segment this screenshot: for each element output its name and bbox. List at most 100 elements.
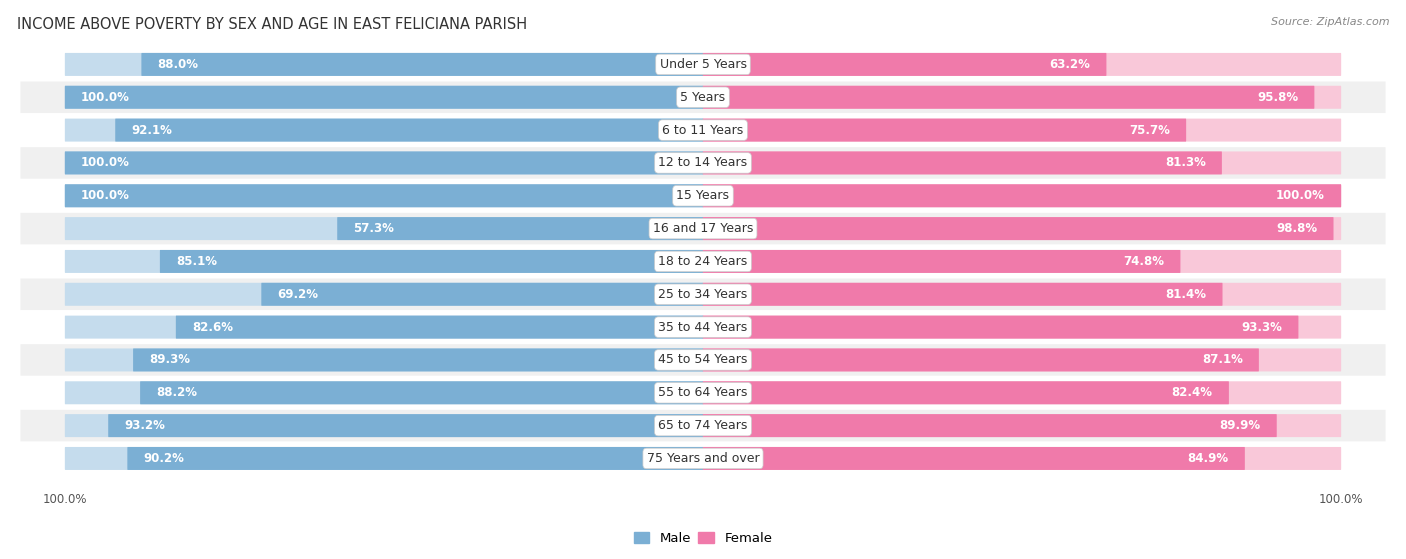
FancyBboxPatch shape [115,119,703,141]
Text: Under 5 Years: Under 5 Years [659,58,747,71]
Text: Source: ZipAtlas.com: Source: ZipAtlas.com [1271,17,1389,27]
FancyBboxPatch shape [703,250,1181,273]
Text: 82.6%: 82.6% [193,321,233,334]
Text: INCOME ABOVE POVERTY BY SEX AND AGE IN EAST FELICIANA PARISH: INCOME ABOVE POVERTY BY SEX AND AGE IN E… [17,17,527,32]
Text: 93.3%: 93.3% [1241,321,1282,334]
FancyBboxPatch shape [703,217,1341,240]
FancyBboxPatch shape [703,316,1341,339]
FancyBboxPatch shape [65,250,703,273]
Text: 98.8%: 98.8% [1277,222,1317,235]
FancyBboxPatch shape [21,82,1385,113]
FancyBboxPatch shape [703,316,1298,339]
FancyBboxPatch shape [21,180,1385,211]
FancyBboxPatch shape [703,414,1277,437]
FancyBboxPatch shape [703,283,1341,306]
FancyBboxPatch shape [65,217,703,240]
FancyBboxPatch shape [703,381,1229,404]
Text: 85.1%: 85.1% [176,255,217,268]
Text: 25 to 34 Years: 25 to 34 Years [658,288,748,301]
FancyBboxPatch shape [21,115,1385,146]
FancyBboxPatch shape [703,250,1341,273]
FancyBboxPatch shape [65,184,703,207]
Text: 95.8%: 95.8% [1257,91,1298,104]
FancyBboxPatch shape [142,53,703,76]
FancyBboxPatch shape [703,414,1341,437]
Text: 92.1%: 92.1% [131,124,173,136]
FancyBboxPatch shape [337,217,703,240]
FancyBboxPatch shape [703,53,1107,76]
Text: 63.2%: 63.2% [1049,58,1090,71]
FancyBboxPatch shape [703,119,1341,141]
FancyBboxPatch shape [65,86,703,109]
Text: 93.2%: 93.2% [124,419,166,432]
FancyBboxPatch shape [65,348,703,371]
FancyBboxPatch shape [65,316,703,339]
FancyBboxPatch shape [703,447,1244,470]
Text: 100.0%: 100.0% [82,190,129,202]
FancyBboxPatch shape [703,53,1341,76]
Text: 87.1%: 87.1% [1202,353,1243,367]
FancyBboxPatch shape [262,283,703,306]
FancyBboxPatch shape [21,377,1385,409]
FancyBboxPatch shape [703,184,1341,207]
Text: 75 Years and over: 75 Years and over [647,452,759,465]
Text: 75.7%: 75.7% [1129,124,1170,136]
Legend: Male, Female: Male, Female [628,527,778,550]
FancyBboxPatch shape [703,283,1222,306]
Text: 89.9%: 89.9% [1219,419,1261,432]
FancyBboxPatch shape [65,381,703,404]
FancyBboxPatch shape [21,49,1385,80]
FancyBboxPatch shape [65,151,703,174]
FancyBboxPatch shape [703,447,1341,470]
FancyBboxPatch shape [703,348,1258,371]
FancyBboxPatch shape [21,147,1385,179]
FancyBboxPatch shape [108,414,703,437]
FancyBboxPatch shape [65,447,703,470]
Text: 81.3%: 81.3% [1164,157,1206,169]
Text: 45 to 54 Years: 45 to 54 Years [658,353,748,367]
Text: 81.4%: 81.4% [1166,288,1206,301]
FancyBboxPatch shape [21,443,1385,474]
Text: 18 to 24 Years: 18 to 24 Years [658,255,748,268]
FancyBboxPatch shape [703,119,1187,141]
FancyBboxPatch shape [21,410,1385,442]
Text: 100.0%: 100.0% [82,91,129,104]
FancyBboxPatch shape [65,151,703,174]
Text: 100.0%: 100.0% [42,493,87,506]
FancyBboxPatch shape [703,217,1333,240]
FancyBboxPatch shape [141,381,703,404]
Text: 82.4%: 82.4% [1171,386,1213,399]
FancyBboxPatch shape [65,119,703,141]
Text: 100.0%: 100.0% [1277,190,1324,202]
FancyBboxPatch shape [65,283,703,306]
FancyBboxPatch shape [703,86,1341,109]
Text: 5 Years: 5 Years [681,91,725,104]
Text: 65 to 74 Years: 65 to 74 Years [658,419,748,432]
Text: 84.9%: 84.9% [1188,452,1229,465]
FancyBboxPatch shape [703,151,1341,174]
FancyBboxPatch shape [21,344,1385,376]
FancyBboxPatch shape [703,86,1315,109]
FancyBboxPatch shape [21,278,1385,310]
Text: 88.0%: 88.0% [157,58,198,71]
FancyBboxPatch shape [703,348,1341,371]
Text: 15 Years: 15 Years [676,190,730,202]
FancyBboxPatch shape [21,311,1385,343]
Text: 89.3%: 89.3% [149,353,190,367]
FancyBboxPatch shape [134,348,703,371]
Text: 100.0%: 100.0% [1319,493,1364,506]
FancyBboxPatch shape [65,53,703,76]
FancyBboxPatch shape [176,316,703,339]
Text: 6 to 11 Years: 6 to 11 Years [662,124,744,136]
Text: 69.2%: 69.2% [277,288,319,301]
FancyBboxPatch shape [128,447,703,470]
FancyBboxPatch shape [703,184,1341,207]
FancyBboxPatch shape [21,213,1385,244]
FancyBboxPatch shape [65,184,703,207]
Text: 57.3%: 57.3% [353,222,394,235]
Text: 12 to 14 Years: 12 to 14 Years [658,157,748,169]
FancyBboxPatch shape [65,414,703,437]
Text: 100.0%: 100.0% [82,157,129,169]
Text: 74.8%: 74.8% [1123,255,1164,268]
Text: 35 to 44 Years: 35 to 44 Years [658,321,748,334]
